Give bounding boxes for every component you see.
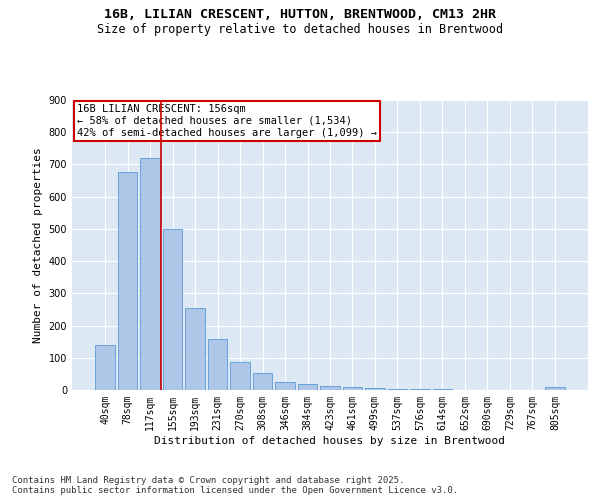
Text: Contains HM Land Registry data © Crown copyright and database right 2025.
Contai: Contains HM Land Registry data © Crown c… — [12, 476, 458, 495]
Bar — [208, 340, 227, 390]
Bar — [230, 362, 250, 390]
Text: 16B LILIAN CRESCENT: 156sqm
← 58% of detached houses are smaller (1,534)
42% of : 16B LILIAN CRESCENT: 156sqm ← 58% of det… — [77, 104, 377, 138]
Text: 16B, LILIAN CRESCENT, HUTTON, BRENTWOOD, CM13 2HR: 16B, LILIAN CRESCENT, HUTTON, BRENTWOOD,… — [104, 8, 496, 20]
Bar — [163, 229, 182, 390]
Bar — [545, 388, 565, 390]
Text: Size of property relative to detached houses in Brentwood: Size of property relative to detached ho… — [97, 22, 503, 36]
Bar — [140, 158, 160, 390]
Bar — [343, 388, 362, 390]
Y-axis label: Number of detached properties: Number of detached properties — [33, 147, 43, 343]
Bar — [365, 388, 385, 390]
Bar — [253, 373, 272, 390]
X-axis label: Distribution of detached houses by size in Brentwood: Distribution of detached houses by size … — [155, 436, 505, 446]
Bar — [275, 382, 295, 390]
Bar — [320, 386, 340, 390]
Bar — [388, 388, 407, 390]
Bar — [298, 384, 317, 390]
Bar — [118, 172, 137, 390]
Bar — [185, 308, 205, 390]
Bar — [95, 345, 115, 390]
